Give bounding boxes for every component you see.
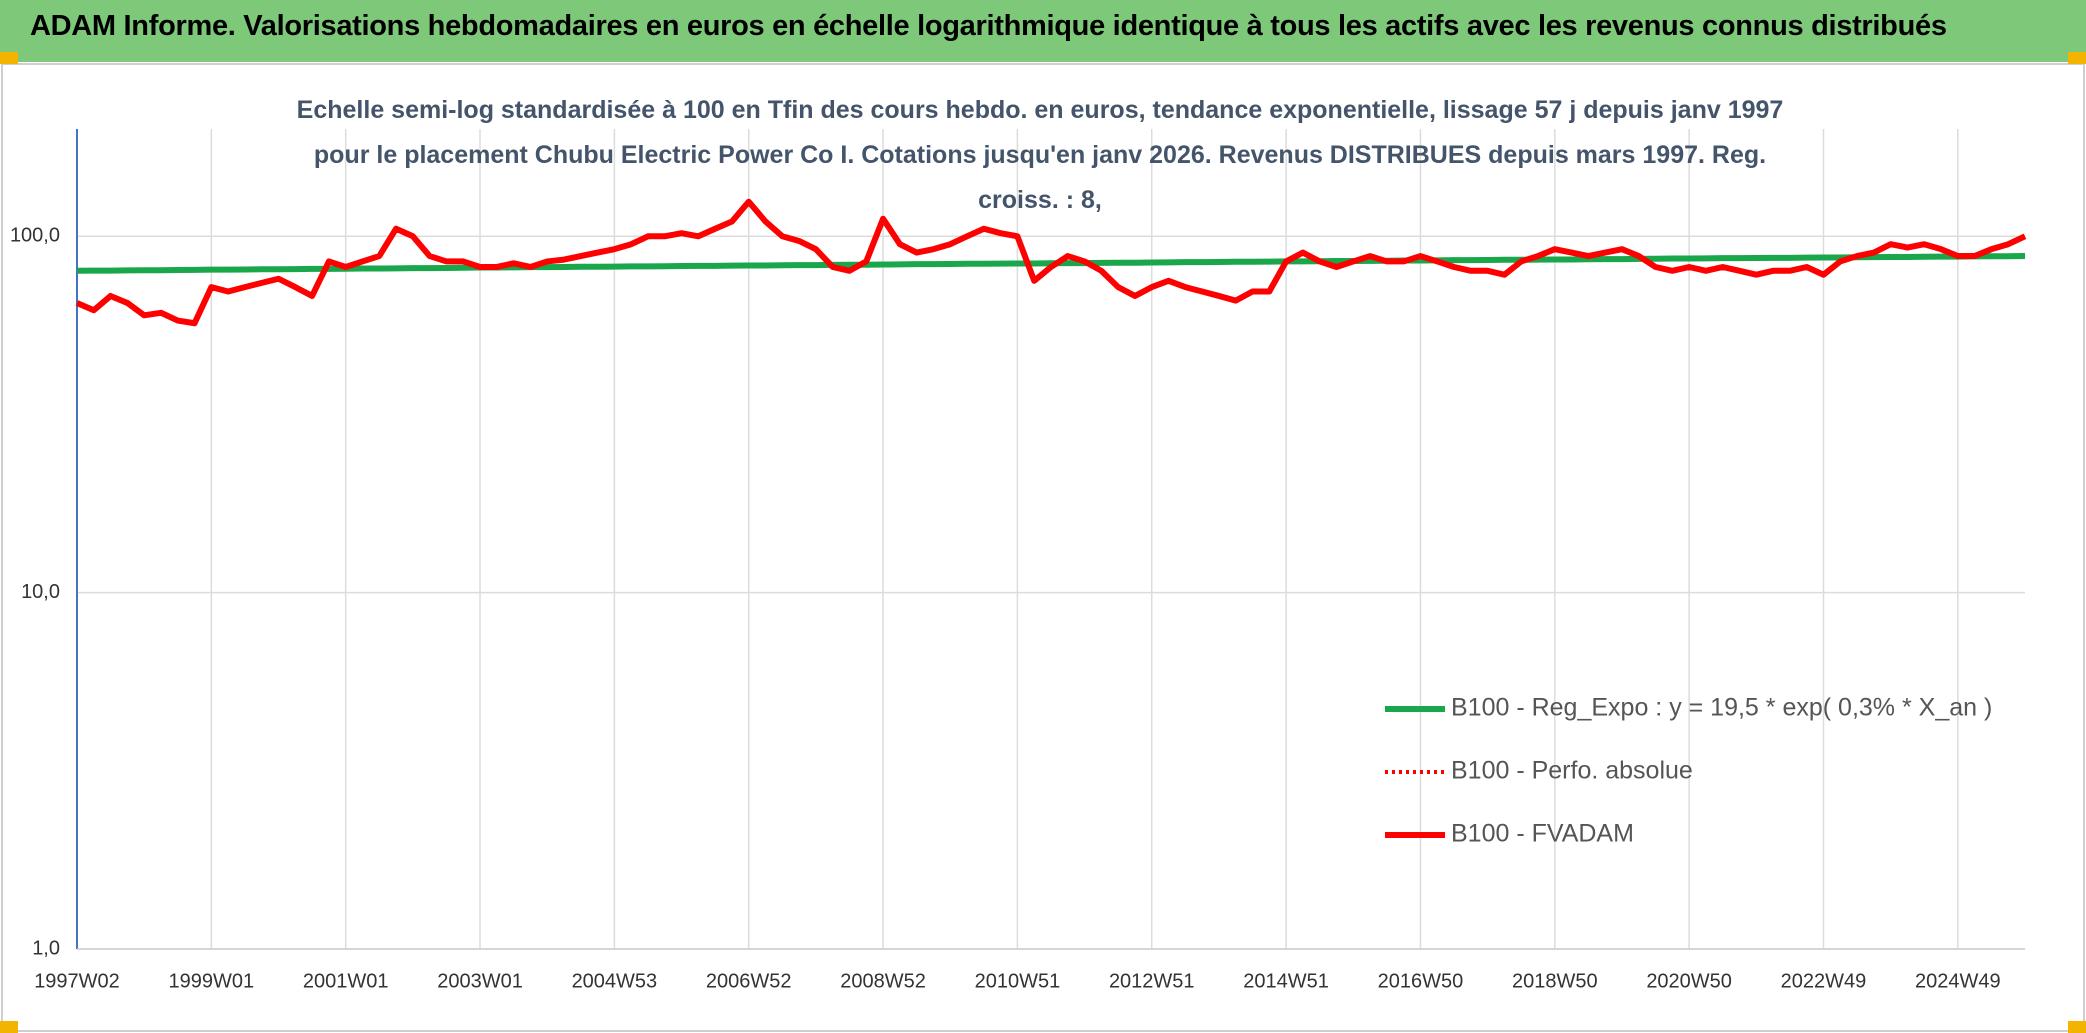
x-tick-label: 2016W50 <box>1378 970 1464 992</box>
x-tick-label: 2006W52 <box>706 970 792 992</box>
x-tick-label: 2020W50 <box>1646 970 1732 992</box>
chart-border <box>1 63 2085 1032</box>
x-tick-label: 2018W50 <box>1512 970 1598 992</box>
x-tick-label: 2024W49 <box>1915 970 2001 992</box>
x-tick-label: 1997W02 <box>34 970 120 992</box>
legend-label: B100 - Perfo. absolue <box>1451 757 1693 785</box>
header-bar: ADAM Informe. Valorisations hebdomadaire… <box>0 0 2086 62</box>
x-tick-label: 2014W51 <box>1243 970 1329 992</box>
x-tick-label: 2008W52 <box>840 970 926 992</box>
x-tick-label: 2003W01 <box>437 970 523 992</box>
x-tick-label: 2012W51 <box>1109 970 1195 992</box>
x-tick-label: 2004W53 <box>572 970 658 992</box>
chart-title: ADAM Informe. Valorisations hebdomadaire… <box>30 10 1947 42</box>
corner-mark <box>2068 52 2086 64</box>
x-tick-label: 2022W49 <box>1781 970 1867 992</box>
y-tick-label: 10,0 <box>21 581 60 603</box>
chart-subtitle: Echelle semi-log standardisée à 100 en T… <box>296 96 1784 214</box>
y-tick-label: 100,0 <box>10 225 60 247</box>
legend-label: B100 - FVADAM <box>1451 820 1634 848</box>
x-tick-label: 2001W01 <box>303 970 389 992</box>
x-tick-label: 1999W01 <box>169 970 255 992</box>
series-line <box>75 198 2027 327</box>
corner-mark <box>0 1021 18 1033</box>
y-tick-label: 1,0 <box>32 937 60 959</box>
x-tick-label: 2010W51 <box>975 970 1061 992</box>
corner-mark <box>2068 1021 2086 1033</box>
legend-label: B100 - Reg_Expo : y = 19,5 * exp( 0,3% *… <box>1451 694 1992 722</box>
series-line <box>76 253 2026 274</box>
corner-mark <box>0 52 18 64</box>
